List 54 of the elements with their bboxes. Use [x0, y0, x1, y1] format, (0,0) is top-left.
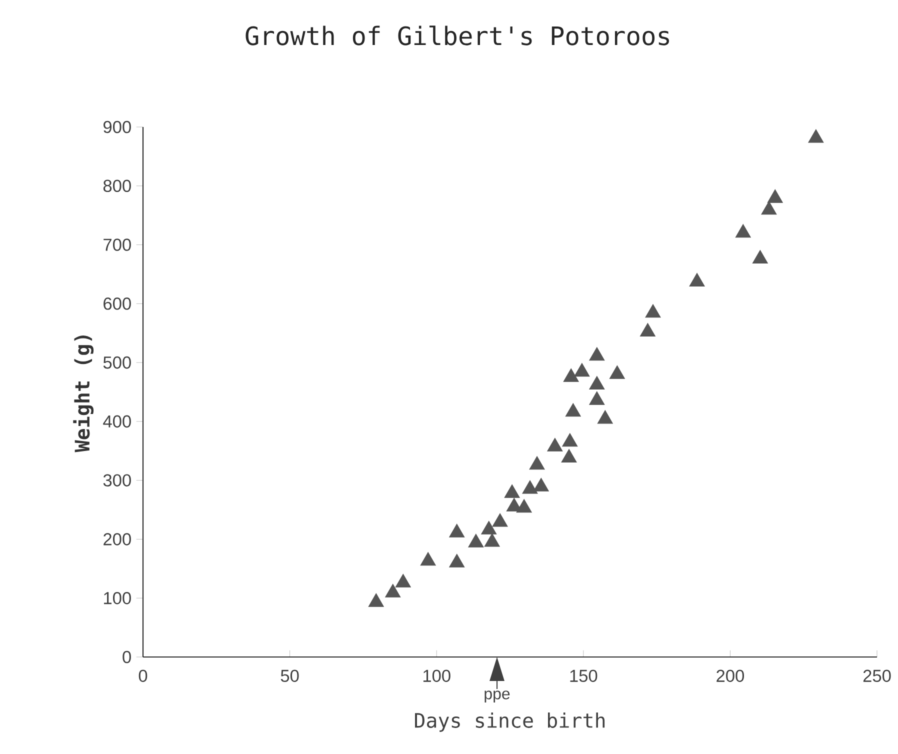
y-axis-title: Weight (g)	[73, 336, 94, 452]
x-axis-title: Days since birth	[415, 712, 605, 732]
x-tick-label: 250	[863, 670, 891, 682]
point	[597, 410, 613, 424]
point	[565, 403, 581, 417]
point	[547, 438, 563, 452]
point	[395, 574, 411, 588]
point	[368, 593, 384, 607]
point	[504, 484, 520, 498]
y-tick-label: 400	[103, 415, 131, 428]
point	[529, 456, 545, 470]
point	[589, 391, 605, 405]
point	[449, 554, 465, 568]
point	[561, 449, 577, 463]
x-tick-label: 200	[716, 670, 744, 682]
y-tick-label: 200	[104, 533, 131, 546]
y-tick-label: 700	[104, 238, 131, 251]
point	[735, 224, 751, 238]
y-tick-label: 500	[103, 356, 131, 369]
point	[562, 433, 578, 447]
point	[752, 250, 768, 264]
y-tick-label: 800	[103, 180, 131, 192]
point	[689, 272, 705, 286]
point	[589, 376, 605, 390]
point	[574, 363, 590, 377]
x-tick-label: 50	[280, 670, 299, 682]
point	[767, 189, 783, 203]
y-tick-label: 600	[104, 298, 131, 310]
point	[492, 513, 508, 527]
y-tick-label: 900	[104, 120, 131, 134]
point	[516, 499, 532, 513]
y-tick-label: 100	[104, 592, 131, 604]
x-tick-label: 0	[138, 670, 148, 682]
x-tick-label: 150	[570, 670, 598, 682]
point	[533, 478, 549, 492]
point	[522, 480, 538, 494]
y-tick-label: 300	[103, 474, 131, 486]
text: ppe	[484, 690, 510, 703]
point	[484, 533, 500, 547]
point	[420, 552, 436, 566]
point	[640, 322, 656, 337]
point	[385, 584, 401, 598]
chart-title: Growth of Gilbert's Potoroos	[246, 26, 669, 46]
y-tick-label: 0	[122, 650, 131, 664]
point	[589, 347, 605, 361]
point	[468, 534, 484, 548]
point	[449, 524, 465, 538]
x-tick-label: 100	[423, 670, 450, 682]
point	[808, 129, 824, 143]
point	[481, 520, 497, 534]
point	[761, 201, 777, 215]
point	[609, 365, 625, 379]
point	[645, 304, 661, 318]
point	[563, 368, 579, 382]
